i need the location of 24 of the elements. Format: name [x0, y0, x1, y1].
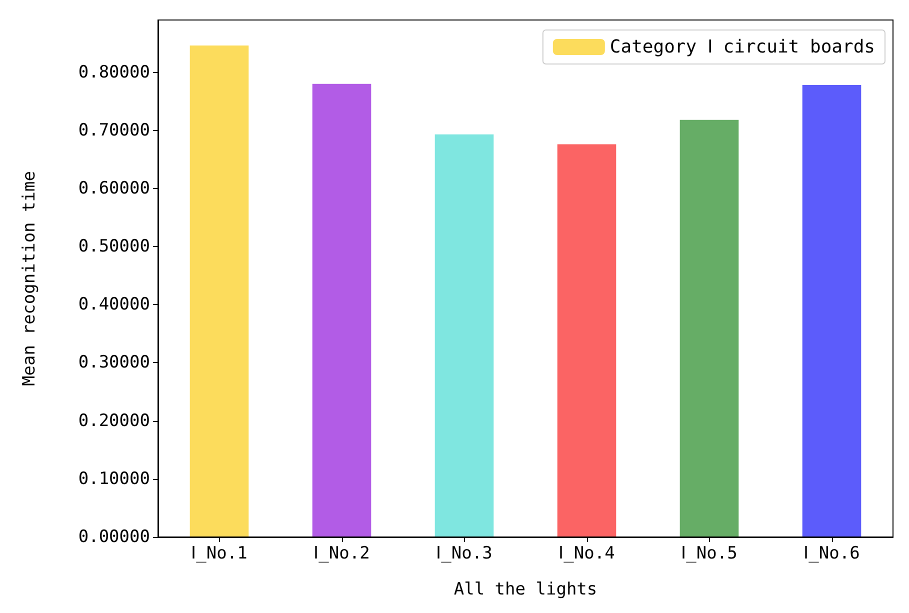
x-axis-title: All the lights	[454, 580, 598, 600]
y-tick-label: 0.00000	[78, 527, 150, 547]
y-tick-label: 0.60000	[78, 178, 150, 198]
y-tick-label: 0.80000	[78, 62, 150, 82]
y-tick-label: 0.10000	[78, 468, 150, 489]
x-tick-label: Ⅰ_No.5	[681, 544, 738, 564]
y-tick-label: 0.40000	[78, 294, 150, 315]
bar	[434, 134, 494, 537]
y-tick-label: 0.20000	[78, 410, 150, 431]
x-tick-label: Ⅰ_No.2	[314, 544, 370, 564]
bar	[312, 84, 372, 537]
y-tick-label: 0.70000	[78, 120, 150, 140]
bar	[557, 144, 616, 537]
legend-label: Category Ⅰ circuit boards	[610, 36, 876, 58]
x-tick-label: Ⅰ_No.3	[436, 544, 492, 564]
bar	[802, 85, 862, 537]
bar	[680, 120, 739, 537]
x-tick-label: Ⅰ_No.4	[558, 544, 615, 564]
x-tick-label: Ⅰ_No.6	[804, 544, 860, 564]
y-tick-label: 0.30000	[78, 352, 150, 373]
y-tick-label: 0.50000	[78, 236, 150, 257]
bar	[190, 46, 249, 537]
x-tick-label: Ⅰ_No.1	[191, 544, 248, 564]
y-axis-title: Mean recognition time	[20, 171, 40, 386]
